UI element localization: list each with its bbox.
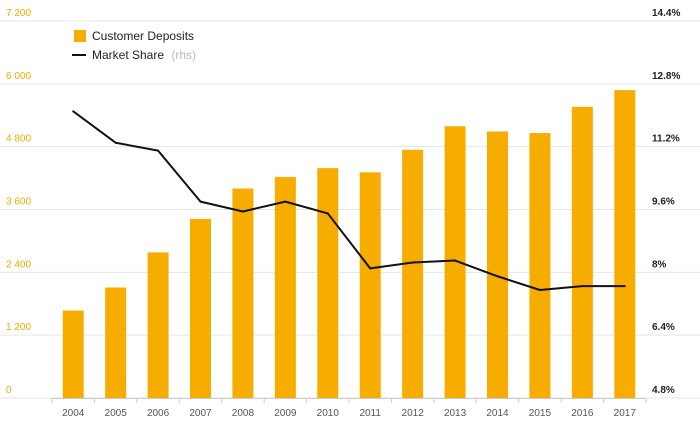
x-tick-label: 2016 <box>571 408 594 419</box>
deposit-bar <box>317 168 339 398</box>
left-tick-label: 7 200 <box>6 8 31 19</box>
right-tick-label: 12.8% <box>652 71 680 82</box>
x-tick-label: 2006 <box>147 408 170 419</box>
right-tick-label: 11.2% <box>652 134 680 145</box>
x-tick-label: 2010 <box>317 408 340 419</box>
deposit-bar <box>444 126 466 398</box>
x-tick-label: 2012 <box>402 408 425 419</box>
left-tick-label: 6 000 <box>6 71 31 82</box>
x-tick-label: 2014 <box>486 408 509 419</box>
right-tick-label: 8% <box>652 259 667 270</box>
left-tick-label: 4 800 <box>6 134 31 145</box>
legend-bar-swatch <box>74 30 86 42</box>
x-tick-label: 2004 <box>62 408 85 419</box>
market-share-point <box>326 212 329 215</box>
deposit-bar <box>62 310 84 398</box>
right-axis-ticks: 4.8% 6.4% 8% 9.6% 11.2% 12.8% 14.4% <box>652 8 680 396</box>
x-tick-label: 2007 <box>189 408 212 419</box>
left-tick-label: 1 200 <box>6 322 31 333</box>
market-share-point <box>72 110 75 113</box>
market-share-line-group <box>72 110 626 292</box>
market-share-point <box>581 285 584 288</box>
market-share-point <box>199 200 202 203</box>
deposit-bar <box>274 177 296 398</box>
x-axis: 2004 2005 2006 2007 2008 2009 2010 2011 2012 2013… <box>51 398 647 419</box>
market-share-point <box>454 259 457 262</box>
legend-line-suffix: (rhs) <box>171 48 196 62</box>
x-tick-label: 2011 <box>359 408 381 419</box>
market-share-point <box>496 275 499 278</box>
right-tick-label: 14.4% <box>652 8 680 19</box>
left-tick-label: 3 600 <box>6 197 31 208</box>
x-tick-label: 2015 <box>529 408 552 419</box>
deposit-bar <box>190 218 211 398</box>
right-tick-label: 6.4% <box>652 322 675 333</box>
x-tick-label: 2013 <box>444 408 467 419</box>
deposit-bars <box>62 90 636 399</box>
right-tick-label: 4.8% <box>652 385 675 396</box>
legend: Customer Deposits Market Share (rhs) <box>72 29 196 62</box>
deposit-bar <box>614 90 636 398</box>
deposit-bar <box>487 131 508 399</box>
deposit-bar <box>359 172 381 398</box>
deposit-bar <box>105 287 127 398</box>
right-tick-label: 9.6% <box>652 197 675 208</box>
market-share-point <box>284 200 287 203</box>
legend-line-label: Market Share <box>92 48 164 62</box>
left-tick-label: 2 400 <box>6 259 31 270</box>
left-tick-label: 0 <box>6 385 12 396</box>
market-share-point <box>369 267 372 270</box>
market-share-point <box>241 210 244 213</box>
deposit-bar <box>571 106 593 398</box>
svg-text:Market Share (rhs): Market Share (rhs) <box>92 48 196 62</box>
x-tick-label: 2017 <box>614 408 637 419</box>
deposit-bar <box>147 252 169 398</box>
x-tick-label: 2005 <box>105 408 128 419</box>
market-share-point <box>538 289 541 292</box>
legend-bar-label: Customer Deposits <box>92 29 194 43</box>
x-tick-label: 2009 <box>274 408 297 419</box>
gridlines <box>0 20 700 399</box>
market-share-point <box>411 261 414 264</box>
deposit-bar <box>402 149 424 398</box>
market-share-point <box>114 141 117 144</box>
market-share-point <box>623 285 626 288</box>
market-share-line <box>72 110 625 292</box>
deposit-bar <box>529 133 551 398</box>
market-share-point <box>157 149 160 152</box>
deposit-bar <box>232 188 254 398</box>
left-axis-ticks: 0 1 200 2 400 3 600 4 800 6 000 7 200 <box>6 8 31 396</box>
x-tick-label: 2008 <box>232 408 255 419</box>
